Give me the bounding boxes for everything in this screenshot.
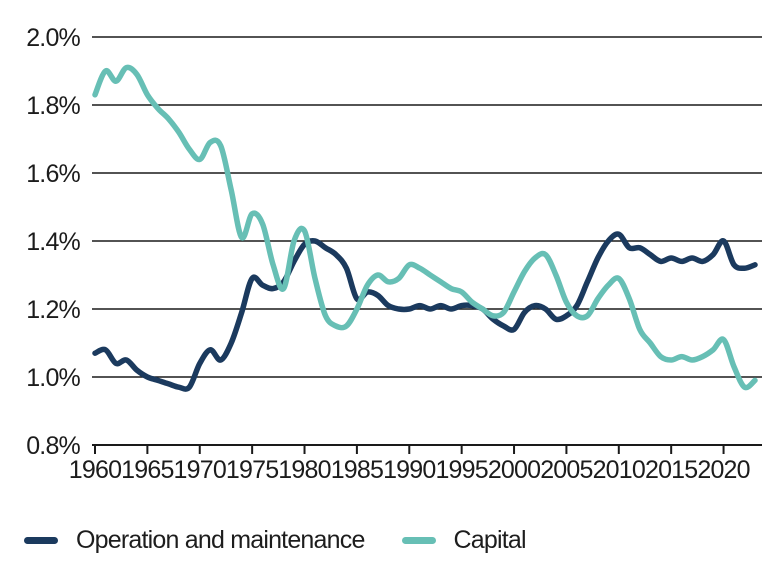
x-axis-label: 1995 bbox=[435, 456, 487, 484]
series-line-operation-and-maintenance bbox=[92, 231, 758, 392]
x-axis-label: 1965 bbox=[121, 456, 173, 484]
y-axis-label: 1.4% bbox=[26, 228, 80, 256]
legend-label-operation-and-maintenance: Operation and maintenance bbox=[76, 525, 365, 554]
x-axis-label: 2020 bbox=[697, 456, 749, 484]
y-axis-label: 2.0% bbox=[26, 24, 80, 52]
x-axis-label: 2000 bbox=[488, 456, 540, 484]
x-axis-label: 2005 bbox=[540, 456, 592, 484]
legend-swatch-capital bbox=[401, 536, 436, 544]
y-axis-label: 1.0% bbox=[26, 364, 80, 392]
chart-legend: Operation and maintenance Capital bbox=[24, 524, 527, 556]
x-axis-label: 1985 bbox=[331, 456, 383, 484]
series-line-capital bbox=[92, 64, 758, 391]
legend-item-operation-and-maintenance: Operation and maintenance bbox=[24, 525, 365, 554]
y-axis-label: 1.8% bbox=[26, 92, 80, 120]
x-axis-label: 2015 bbox=[645, 456, 697, 484]
legend-label-capital: Capital bbox=[453, 525, 527, 554]
legend-item-capital: Capital bbox=[401, 525, 527, 554]
y-axis-label: 1.6% bbox=[26, 160, 80, 188]
x-axis-label: 1960 bbox=[69, 456, 121, 484]
x-axis-label: 2010 bbox=[593, 456, 645, 484]
x-axis-label: 1970 bbox=[174, 456, 226, 484]
x-axis-label: 1980 bbox=[278, 456, 330, 484]
x-axis-label: 1990 bbox=[383, 456, 435, 484]
legend-swatch-operation-and-maintenance bbox=[24, 536, 58, 544]
y-axis-label: 1.2% bbox=[26, 296, 80, 324]
line-chart: 0.8% 1.0% 1.2% 1.4% 1.6% 1.8% 2.0% 1960 1965 1970… bbox=[26, 24, 762, 484]
y-axis-label: 0.8% bbox=[26, 432, 80, 460]
x-axis-label: 1975 bbox=[226, 456, 278, 484]
